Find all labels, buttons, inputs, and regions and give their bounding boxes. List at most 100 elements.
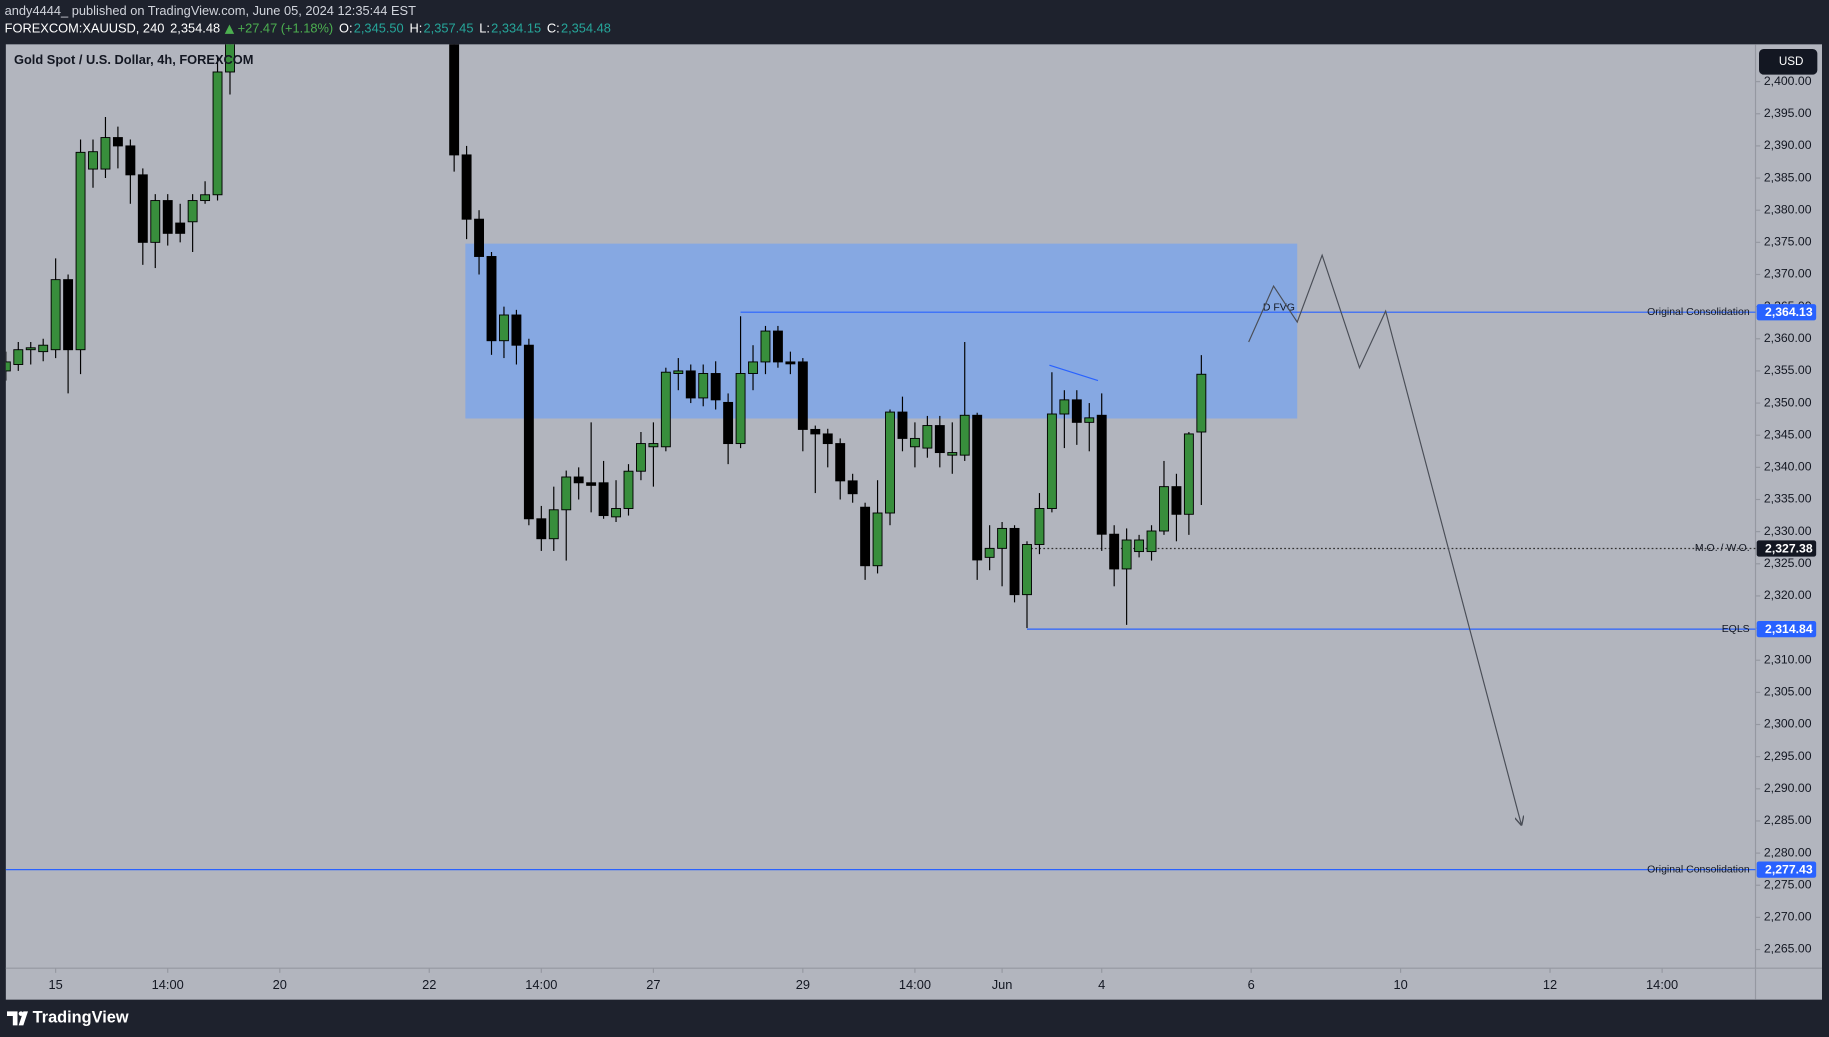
axes: 2,265.00 2,270.00 2,275.00 2,280.00 2,285.00… xyxy=(49,74,1812,992)
candle-body xyxy=(499,314,509,342)
candle-body xyxy=(38,344,49,353)
x-tick-label: 6 xyxy=(1248,977,1255,992)
candle-body xyxy=(1084,417,1095,423)
candle-body xyxy=(648,443,659,448)
candle-body xyxy=(474,218,485,257)
header-item: 2,354.48 xyxy=(561,21,611,36)
header-item: H: xyxy=(410,21,423,36)
header-item: O: xyxy=(339,21,353,36)
chart-title: Gold Spot / U.S. Dollar, 4h, FOREXCOM xyxy=(14,52,253,67)
y-tick-label: 2,380.00 xyxy=(1764,202,1812,216)
candle-body xyxy=(5,361,11,372)
candle-body xyxy=(1071,399,1082,423)
candle-body xyxy=(959,414,970,456)
candle-body xyxy=(997,527,1008,549)
candle-body xyxy=(698,373,709,399)
candle-body xyxy=(723,401,734,445)
y-tick-label: 2,270.00 xyxy=(1764,910,1812,924)
y-tick-label: 2,345.00 xyxy=(1764,427,1812,441)
y-tick-label: 2,400.00 xyxy=(1764,74,1812,88)
y-tick-label: 2,275.00 xyxy=(1764,877,1812,891)
price-tag xyxy=(1756,620,1817,638)
candle-body xyxy=(50,279,61,351)
candle-body xyxy=(88,151,98,170)
candle-body xyxy=(972,414,983,561)
x-tick-label: 27 xyxy=(646,977,660,992)
trendline xyxy=(1049,364,1099,382)
change-arrow xyxy=(224,24,235,34)
candle-body xyxy=(561,476,572,511)
candle-body xyxy=(225,44,235,73)
candle-body xyxy=(922,425,933,449)
y-tick-label: 2,310.00 xyxy=(1764,652,1812,666)
price-tag-label: 2,327.38 xyxy=(1765,541,1813,555)
candle-body xyxy=(586,482,597,486)
candle-body xyxy=(710,373,721,401)
currency-label[interactable]: USD xyxy=(1779,55,1804,68)
y-tick-label: 2,335.00 xyxy=(1764,492,1812,506)
brand: TradingView xyxy=(33,1009,129,1027)
candle-body xyxy=(785,361,796,365)
x-tick-label: 15 xyxy=(49,977,63,992)
price-tag xyxy=(1756,861,1817,878)
y-tick-label: 2,295.00 xyxy=(1764,749,1812,763)
y-tick-label: 2,290.00 xyxy=(1764,781,1812,795)
candle-body xyxy=(847,480,858,495)
level-name: EQLS xyxy=(1722,624,1750,635)
candle-body xyxy=(748,361,758,374)
currency-button[interactable] xyxy=(1759,49,1818,75)
candle-body xyxy=(673,370,684,374)
candle-body xyxy=(797,361,808,430)
y-tick-label: 2,305.00 xyxy=(1764,685,1812,699)
candle-body xyxy=(13,349,24,365)
candle-body xyxy=(1183,433,1194,515)
candle-body xyxy=(1059,399,1070,415)
header-item: 2,345.50 xyxy=(354,21,404,36)
candle-body xyxy=(623,470,634,509)
y-tick-label: 2,325.00 xyxy=(1764,556,1812,570)
y-tick-label: 2,385.00 xyxy=(1764,170,1812,184)
x-tick-label: 12 xyxy=(1543,977,1557,992)
candle-body xyxy=(1034,508,1045,545)
candle-body xyxy=(511,314,522,346)
plot: D FVG xyxy=(5,44,1756,871)
candle-body xyxy=(175,222,186,234)
price-tag-label: 2,277.43 xyxy=(1765,862,1813,876)
candle-body xyxy=(1196,373,1207,433)
x-tick-label: 14:00 xyxy=(899,977,931,992)
candle-body xyxy=(635,443,646,472)
header-item: 2,334.15 xyxy=(491,21,541,36)
header-item: +27.47 (+1.18%) xyxy=(238,21,334,36)
candle-body xyxy=(1109,533,1120,570)
x-tick-label: 4 xyxy=(1098,977,1105,992)
y-tick-label: 2,265.00 xyxy=(1764,942,1812,956)
candle-body xyxy=(598,482,609,517)
y-tick-label: 2,390.00 xyxy=(1764,138,1812,152)
header-item: 2,354.48 xyxy=(170,21,220,36)
x-tick-label: 20 xyxy=(273,977,287,992)
candle-body xyxy=(523,344,534,520)
y-tick-label: 2,375.00 xyxy=(1764,235,1812,249)
candle-body xyxy=(872,512,883,567)
x-tick-label: 14:00 xyxy=(525,977,557,992)
y-tick-label: 2,300.00 xyxy=(1764,717,1812,731)
logo: TradingView xyxy=(6,1009,129,1027)
price-tag xyxy=(1756,540,1817,557)
candle-body xyxy=(760,330,771,363)
candle-body xyxy=(1046,413,1057,509)
price-tag-label: 2,314.84 xyxy=(1765,622,1813,636)
candle-body xyxy=(100,137,111,170)
candle-body xyxy=(1134,539,1145,553)
x-tick-label: 14:00 xyxy=(1646,977,1678,992)
y-tick-label: 2,395.00 xyxy=(1764,106,1812,120)
price-tag-label: 2,364.13 xyxy=(1765,305,1813,319)
candle-body xyxy=(810,428,821,435)
header-item: C: xyxy=(547,21,560,36)
fvg-zone xyxy=(465,243,1298,419)
candle-body xyxy=(112,137,123,147)
candle-body xyxy=(947,452,958,456)
candle-body xyxy=(660,371,671,448)
x-tick-label: 29 xyxy=(796,977,810,992)
candle-body xyxy=(200,194,211,202)
candle-body xyxy=(1159,486,1169,532)
